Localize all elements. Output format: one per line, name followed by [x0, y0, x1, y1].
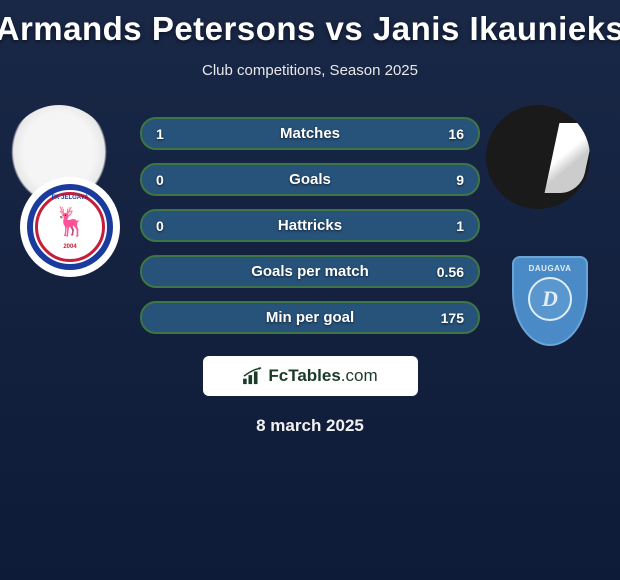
stat-label: Goals: [289, 171, 331, 188]
stat-left-value: 0: [156, 218, 164, 234]
watermark[interactable]: FcTables.com: [203, 356, 418, 396]
date-label: 8 march 2025: [256, 416, 364, 436]
daugava-d-icon: D: [542, 286, 558, 312]
watermark-suffix: .com: [341, 366, 378, 385]
stat-right-value: 175: [441, 310, 464, 326]
jelgava-year: 2004: [63, 244, 76, 250]
page-title: Armands Petersons vs Janis Ikaunieks: [0, 10, 620, 48]
stat-left-value: 0: [156, 172, 164, 188]
chart-icon: [242, 367, 264, 385]
club-left-logo: FK JELGAVA 2004: [20, 177, 120, 277]
stat-row: 0 Goals 9: [140, 163, 480, 196]
stat-right-value: 0.56: [437, 264, 464, 280]
stat-right-value: 1: [456, 218, 464, 234]
stat-row: Min per goal 175: [140, 301, 480, 334]
stat-label: Min per goal: [266, 309, 354, 326]
subtitle: Club competitions, Season 2025: [202, 62, 418, 79]
elk-icon: [51, 208, 89, 246]
daugava-text: Daugava: [529, 264, 572, 273]
stat-right-value: 9: [456, 172, 464, 188]
daugava-badge: Daugava D: [512, 256, 588, 346]
stat-right-value: 16: [448, 126, 464, 142]
stat-row: 0 Hattricks 1: [140, 209, 480, 242]
comparison-card: Armands Petersons vs Janis Ikaunieks Clu…: [0, 0, 620, 436]
stat-label: Goals per match: [251, 263, 369, 280]
jelgava-text-top: FK JELGAVA: [51, 195, 88, 201]
daugava-circle: D: [528, 277, 572, 321]
stat-label: Hattricks: [278, 217, 342, 234]
stat-left-value: 1: [156, 126, 164, 142]
stat-label: Matches: [280, 125, 340, 142]
stat-row: Goals per match 0.56: [140, 255, 480, 288]
body-area: FK JELGAVA 2004 Daugava D 1 Matches 16 0 Goa…: [0, 117, 620, 334]
player-right-avatar: [486, 105, 590, 209]
stat-row: 1 Matches 16: [140, 117, 480, 150]
watermark-brand: FcTables: [268, 366, 340, 385]
jelgava-badge: FK JELGAVA 2004: [27, 184, 113, 270]
stats-column: 1 Matches 16 0 Goals 9 0 Hattricks 1 Goals per ma…: [140, 117, 480, 334]
club-right-logo: Daugava D: [500, 251, 600, 351]
watermark-text: FcTables.com: [268, 366, 377, 386]
